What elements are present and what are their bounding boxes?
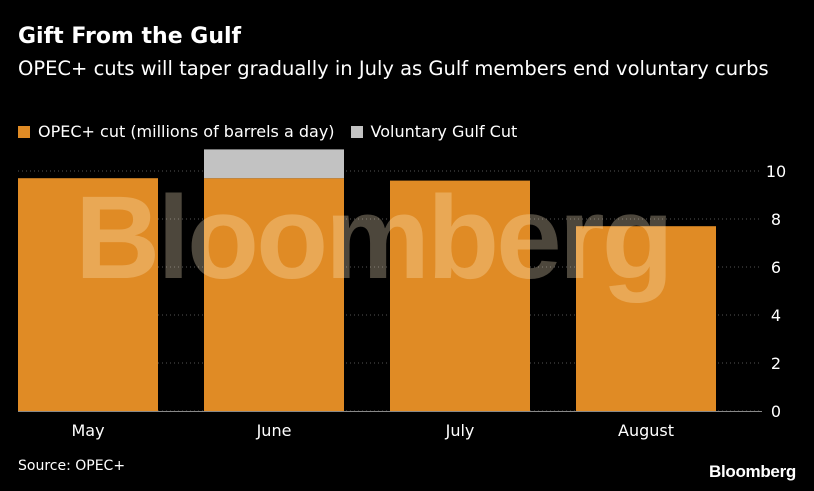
y-tick-label-6: 6 — [771, 258, 781, 277]
y-tick-label-0: 0 — [771, 402, 781, 421]
legend-label-voluntary-gulf-cut: Voluntary Gulf Cut — [370, 122, 518, 141]
chart-title: Gift From the Gulf — [18, 24, 242, 49]
legend-item-opec-cut: OPEC+ cut (millions of barrels a day) — [18, 122, 335, 141]
y-tick-label-10: 10 — [766, 162, 786, 181]
bar-june-opec-cut — [204, 178, 344, 411]
x-tick-label-july: July — [445, 421, 475, 440]
y-tick-label-8: 8 — [771, 210, 781, 229]
bar-june-voluntary-gulf-cut — [204, 149, 344, 179]
y-tick-label-4: 4 — [771, 306, 781, 325]
x-tick-label-june: June — [256, 421, 292, 440]
legend-label-opec-cut: OPEC+ cut (millions of barrels a day) — [38, 122, 335, 141]
source-note: Source: OPEC+ — [18, 458, 126, 474]
bloomberg-logo: Bloomberg — [708, 462, 796, 481]
x-tick-label-may: May — [71, 421, 104, 440]
y-tick-label-2: 2 — [771, 354, 781, 373]
legend-swatch-opec-cut — [18, 125, 30, 138]
chart-subtitle: OPEC+ cuts will taper gradually in July … — [18, 57, 769, 80]
bar-may-opec-cut — [18, 178, 158, 411]
bar-august-opec-cut — [576, 226, 716, 411]
x-tick-label-august: August — [618, 421, 674, 440]
legend: OPEC+ cut (millions of barrels a day) Vo… — [18, 122, 533, 141]
bar-july-opec-cut — [390, 180, 530, 411]
legend-item-voluntary-gulf-cut: Voluntary Gulf Cut — [350, 122, 518, 141]
legend-swatch-voluntary-gulf-cut — [350, 125, 363, 138]
